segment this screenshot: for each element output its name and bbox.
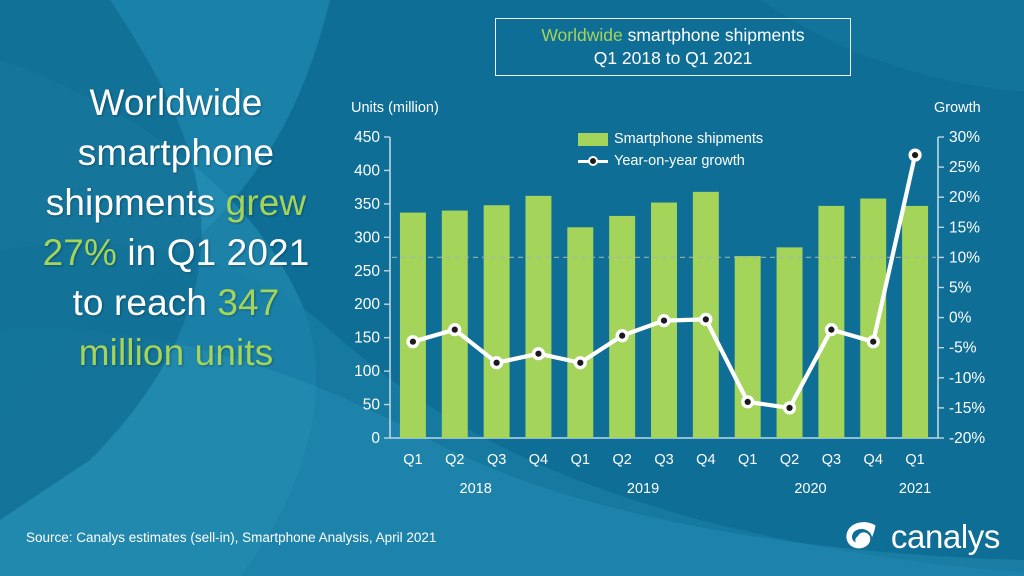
growth-marker-dot: [660, 317, 668, 324]
y-axis-tick-label: 150: [354, 330, 380, 347]
chart-plot-area: 0 50 100 150 200 250 300 350 400 450 -20% -15% -10% -…: [340, 130, 988, 450]
growth-marker-dot: [493, 359, 500, 366]
growth-marker-dot: [702, 316, 709, 323]
chart-title-box: Worldwide smartphone shipments Q1 2018 t…: [495, 18, 851, 76]
growth-marker-dot: [870, 338, 877, 345]
left-axis-title: Units (million): [351, 100, 439, 116]
x-axis-quarter-label: Q1: [570, 452, 590, 468]
growth-marker-dot: [535, 350, 542, 357]
chart-svg: 0 50 100 150 200 250 300 350 400 450 -20% -15% -10% -…: [354, 130, 985, 447]
headline-seg-0: Worldwide smartphone shipments: [45, 82, 275, 223]
legend-item-bars: Smartphone shipments: [578, 128, 763, 150]
y2-axis-tick-label: -20%: [949, 430, 985, 447]
y-axis-tick-label: 0: [371, 430, 380, 447]
x-axis-year-label: 2021: [898, 481, 932, 497]
line-marker-icon: [578, 155, 608, 168]
y2-axis-tick-label: -15%: [949, 400, 985, 417]
y2-axis-tick-label: 20%: [949, 189, 980, 206]
y-axis-tick-label: 450: [354, 130, 380, 146]
y-axis-tick-label: 350: [354, 196, 380, 213]
y-axis-tick-label: 200: [354, 296, 380, 313]
x-axis-quarter-label: Q3: [654, 452, 674, 468]
growth-marker-dot: [451, 326, 458, 333]
bar: [567, 227, 594, 438]
chart-title-worldwide: Worldwide: [541, 25, 623, 45]
x-axis-year-label: 2020: [794, 481, 827, 497]
y2-axis-tick-label: 10%: [949, 249, 980, 266]
y-axis-tick-label: 400: [354, 162, 380, 179]
growth-marker-dot: [409, 338, 417, 345]
growth-marker-dot: [577, 359, 584, 366]
x-axis-quarter-label: Q1: [905, 452, 925, 468]
bar: [525, 195, 552, 438]
bar: [734, 256, 761, 438]
y2-axis-tick-label: 0%: [949, 310, 972, 327]
legend-label-bars: Smartphone shipments: [614, 131, 764, 147]
chart-title-line-1: Worldwide smartphone shipments: [541, 24, 804, 47]
y-axis-tick-label: 100: [354, 363, 380, 380]
y2-axis-tick-label: -5%: [949, 340, 977, 357]
bar: [902, 205, 929, 438]
x-axis-year-label: 2019: [626, 481, 660, 497]
x-axis-quarter-labels: Q1 Q2 Q3 Q4 Q1 Q2 Q3 Q4 Q1 Q2 Q3 Q4 Q1: [340, 452, 988, 474]
bar-swatch-icon: [578, 132, 608, 146]
growth-marker-dot: [619, 332, 626, 339]
x-axis-quarter-label: Q1: [403, 452, 423, 468]
x-axis-quarter-label: Q1: [738, 452, 758, 468]
bar: [483, 205, 510, 438]
bar: [609, 215, 636, 438]
x-axis-quarter-label: Q2: [779, 452, 800, 468]
x-axis-year-labels: 2018 2019 2020 2021: [340, 481, 988, 503]
y-axis-tick-label: 50: [363, 397, 381, 414]
growth-marker-dot: [911, 151, 919, 159]
growth-marker-dot: [828, 326, 835, 333]
bar: [399, 212, 426, 438]
y2-axis-tick-label: 25%: [949, 159, 980, 176]
headline-seg-3: 347 million units: [78, 282, 280, 373]
bar: [818, 205, 845, 438]
x-axis-quarter-label: Q3: [821, 452, 842, 468]
legend-label-line: Year-on-year growth: [614, 153, 745, 169]
source-note: Source: Canalys estimates (sell-in), Sma…: [26, 530, 437, 545]
canalys-logo: canalys: [842, 518, 1000, 554]
y2-axis-tick-label: -10%: [949, 370, 985, 387]
canalys-logo-text: canalys: [890, 517, 1000, 555]
x-axis-quarter-label: Q4: [528, 452, 549, 468]
x-axis-quarter-label: Q2: [612, 452, 632, 468]
x-axis-quarter-label: Q3: [486, 452, 507, 468]
bar: [860, 198, 887, 438]
y-axis-tick-label: 300: [354, 229, 380, 246]
x-axis-quarter-label: Q4: [863, 452, 883, 468]
x-axis-year-label: 2018: [459, 481, 492, 497]
chart-legend: Smartphone shipments Year-on-year growth: [578, 128, 763, 172]
y-axis-tick-label: 250: [354, 263, 380, 280]
growth-marker-dot: [786, 404, 793, 411]
headline: Worldwide smartphone shipments grew 27% …: [26, 78, 326, 378]
x-axis-quarter-label: Q4: [696, 452, 716, 468]
y2-axis-tick-label: 30%: [949, 130, 980, 146]
growth-marker-dot: [744, 398, 751, 405]
chart-title-rest: smartphone shipments: [622, 25, 805, 45]
legend-item-line: Year-on-year growth: [578, 150, 763, 172]
y2-axis-tick-label: 15%: [949, 219, 980, 236]
headline-seg-2: in Q1 2021 to reach: [72, 232, 310, 323]
chart-title-line-2: Q1 2018 to Q1 2021: [593, 48, 753, 68]
y2-axis-tick-label: 5%: [949, 280, 972, 297]
x-axis-quarter-label: Q2: [445, 452, 465, 468]
headline-seg-1: grew 27%: [42, 182, 307, 273]
right-axis-title: Growth: [934, 100, 981, 116]
canalys-swirl-icon: [846, 522, 876, 549]
